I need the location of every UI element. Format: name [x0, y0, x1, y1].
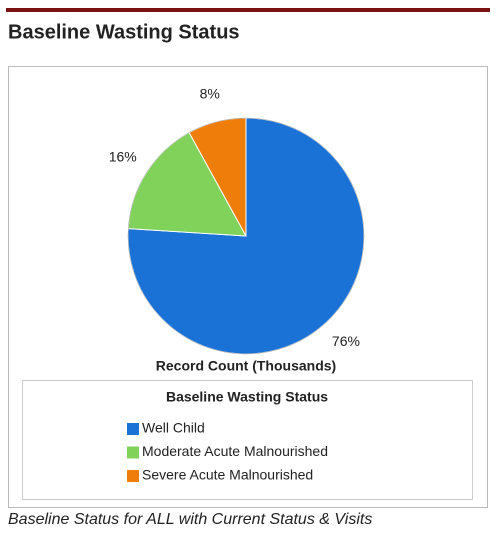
pie-outline — [127, 117, 365, 355]
slice-label: 16% — [109, 148, 137, 164]
caption: Baseline Status for ALL with Current Sta… — [8, 511, 372, 528]
axis-label: Record Count (Thousands) — [156, 358, 336, 374]
legend-swatch — [127, 446, 139, 459]
legend-swatch — [127, 423, 139, 435]
page-title: Baseline Wasting Status — [8, 21, 240, 43]
slice-label: 76% — [332, 333, 360, 349]
slice-label: 8% — [200, 85, 220, 101]
legend-swatch — [127, 470, 139, 482]
legend-label: Severe Acute Malnourished — [142, 467, 313, 483]
legend-label: Well Child — [142, 420, 205, 436]
legend-box — [22, 380, 473, 500]
legend-title: Baseline Wasting Status — [166, 389, 328, 405]
header-rule — [6, 8, 490, 12]
legend-label: Moderate Acute Malnourished — [142, 443, 328, 459]
